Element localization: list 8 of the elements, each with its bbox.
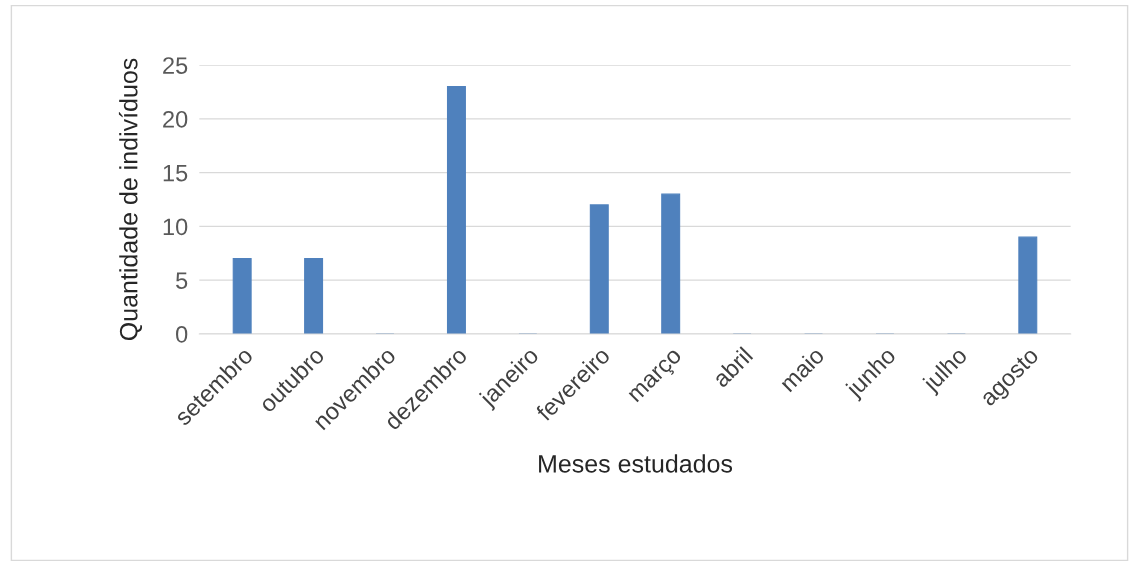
x-axis-title: Meses estudados xyxy=(539,454,733,473)
y-tick-label: 20 xyxy=(163,110,188,128)
y-tick-label: 0 xyxy=(176,326,188,343)
y-tick-label: 15 xyxy=(163,164,188,182)
y-tick-label: 5 xyxy=(176,272,188,289)
y-tick-label: 25 xyxy=(163,57,188,74)
y-axis-title: Quantidade de indivíduos xyxy=(118,58,143,341)
y-tick-label: 10 xyxy=(163,218,188,236)
